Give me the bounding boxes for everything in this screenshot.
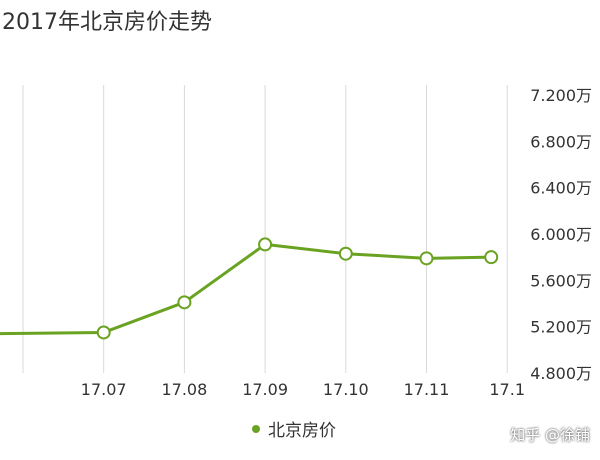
x-axis: 17.07 17.08 17.09 17.10 17.11 17.1 [81,380,525,399]
watermark: 知乎 @徐铺 [510,426,590,444]
series-beijing [0,237,499,340]
y-tick-label: 6.800万 [530,132,592,151]
legend-label: 北京房价 [268,421,336,441]
y-tick-label: 5.600万 [530,271,592,290]
y-axis: 4.800万 5.200万 5.600万 6.000万 6.400万 6.800万 7.20… [530,86,592,383]
data-point [96,325,111,340]
y-tick-label: 6.000万 [530,225,592,244]
y-tick-label: 7.200万 [530,86,592,105]
x-tick-label: 17.1 [489,380,525,399]
data-point [177,295,192,310]
legend-marker [252,424,260,433]
data-point [419,251,434,266]
data-point [338,246,353,261]
chart-grid [22,85,508,373]
y-tick-label: 5.200万 [530,318,592,337]
x-tick-label: 17.08 [161,380,207,399]
data-point [484,250,499,265]
chart-title: 2017年北京房价走势 [2,10,212,35]
x-tick-label: 17.10 [323,380,369,399]
legend[interactable]: 北京房价 [252,416,336,441]
data-point [258,237,273,252]
series-line [0,242,492,336]
x-tick-label: 17.09 [242,380,288,399]
x-tick-label: 17.07 [81,380,127,399]
x-tick-label: 17.11 [404,380,450,399]
y-tick-label: 4.800万 [530,364,592,383]
y-tick-label: 6.400万 [530,179,592,198]
